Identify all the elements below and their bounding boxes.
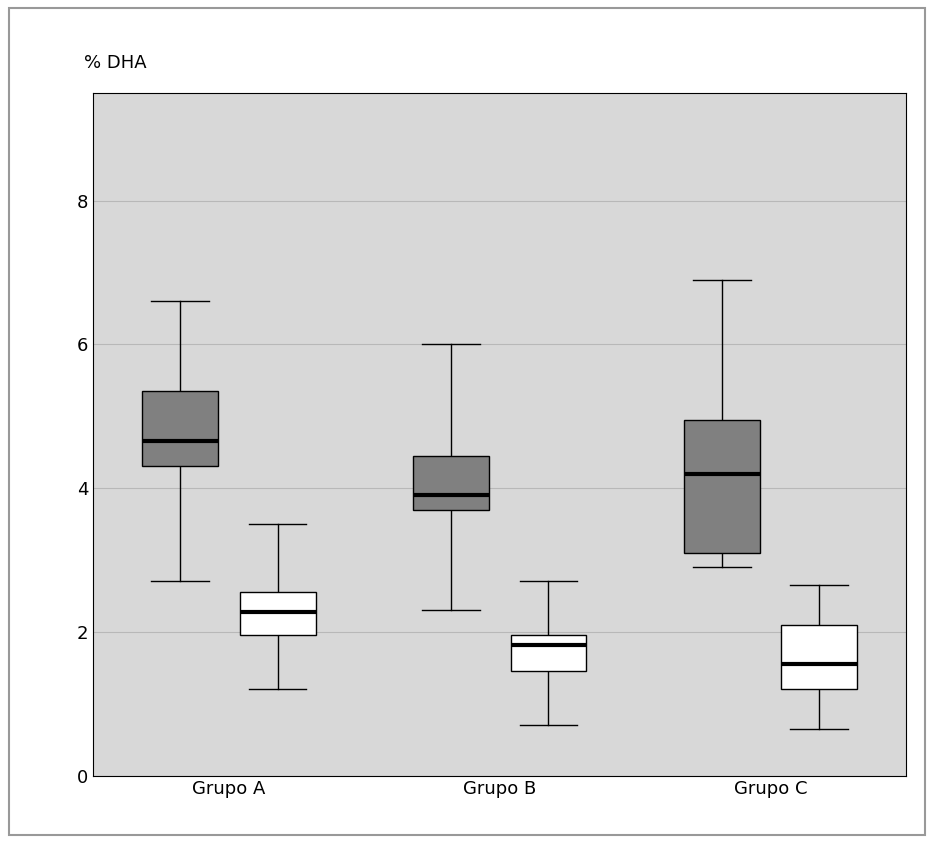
Bar [782,625,857,690]
Bar [413,456,488,510]
Bar [684,420,759,553]
Text: % DHA: % DHA [84,54,147,72]
Bar [511,636,587,671]
Bar [142,391,218,466]
Bar [240,593,316,636]
